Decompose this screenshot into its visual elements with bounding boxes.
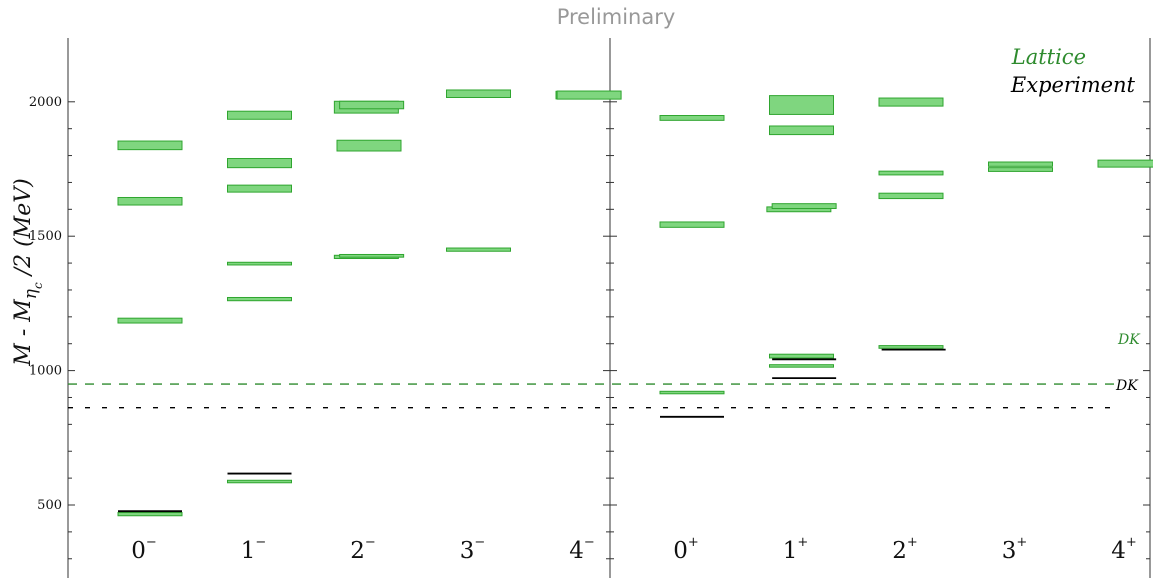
channel-label: 1−: [241, 535, 267, 564]
channel-label: 0+: [673, 535, 699, 564]
channel-label: 1+: [783, 535, 809, 564]
y-axis-label-main: M - M: [11, 299, 36, 367]
channel-parity-sign: −: [365, 535, 376, 550]
lattice-level: [769, 353, 834, 359]
y-axis-label-sub1: η: [21, 288, 41, 299]
legend-lattice: Lattice: [1011, 45, 1086, 69]
channel-label: 2+: [892, 535, 918, 564]
lattice-level: [878, 192, 944, 200]
y-axis-label-tail: /2 (MeV): [11, 178, 36, 282]
channel-labels: 0− 1− 2− 3− 4− 0+ 1+ 2+ 3+ 4+: [131, 535, 1137, 564]
channel-parity-sign: +: [688, 535, 699, 550]
lattice-level: [227, 479, 292, 484]
threshold-lines: [68, 383, 1116, 409]
threshold-label-lattice: DK: [1117, 332, 1141, 348]
channel-label: 3+: [1002, 535, 1028, 564]
channel-parity-sign: +: [907, 535, 918, 550]
threshold-label-experiment: DK: [1115, 378, 1139, 394]
experiment-levels: [118, 348, 946, 513]
channel-parity-sign: −: [474, 535, 485, 550]
y-axis-label: M - Mηc /2 (MeV): [11, 178, 45, 366]
channel-label: 0−: [131, 535, 157, 564]
lattice-level: [227, 110, 292, 120]
watermark-text: Preliminary: [557, 5, 676, 29]
lattice-level: [659, 115, 725, 121]
lattice-level: [878, 97, 944, 107]
y-tick-label: 500: [37, 498, 62, 513]
lattice-level: [988, 161, 1053, 167]
lattice-level: [227, 261, 292, 266]
lattice-level: [659, 390, 725, 395]
lattice-level: [769, 125, 834, 136]
lattice-level: [446, 89, 511, 98]
lattice-level: [1097, 159, 1153, 168]
lattice-level: [117, 140, 183, 151]
lattice-level: [227, 184, 292, 193]
lattice-levels: [117, 89, 1153, 517]
lattice-level: [556, 90, 622, 100]
channel-label: 4+: [1111, 535, 1137, 564]
lattice-level: [117, 196, 183, 206]
lattice-level: [227, 296, 292, 302]
lattice-level: [878, 345, 944, 349]
lattice-level: [878, 170, 944, 176]
y-tick-labels: 500 1000 1500 2000: [29, 95, 62, 513]
channel-label: 3−: [460, 535, 486, 564]
lattice-level: [336, 139, 402, 152]
channel-label: 2−: [350, 535, 376, 564]
y-tick-label: 2000: [29, 95, 62, 110]
lattice-level: [769, 95, 834, 115]
lattice-level: [446, 247, 511, 252]
y-tick-label: 1000: [29, 364, 62, 379]
y-tick-label: 1500: [29, 229, 62, 244]
channel-parity-sign: +: [1016, 535, 1027, 550]
channel-parity-sign: +: [797, 535, 808, 550]
lattice-level: [659, 221, 725, 228]
lattice-level: [117, 317, 183, 324]
lattice-level: [117, 512, 183, 517]
channel-label: 4−: [569, 535, 595, 564]
lattice-level: [339, 100, 405, 110]
channel-parity-sign: +: [1126, 535, 1137, 550]
plot-frame: [67, 38, 1151, 578]
legend-experiment: Experiment: [1010, 73, 1136, 97]
channel-parity-sign: −: [584, 535, 595, 550]
channel-parity-sign: −: [255, 535, 266, 550]
lattice-level: [988, 167, 1053, 172]
lattice-level: [339, 253, 405, 258]
channel-parity-sign: −: [146, 535, 157, 550]
lattice-level: [227, 158, 292, 169]
lattice-level: [771, 203, 837, 210]
y-axis-label-sub2: c: [31, 282, 45, 289]
lattice-level: [769, 364, 834, 368]
